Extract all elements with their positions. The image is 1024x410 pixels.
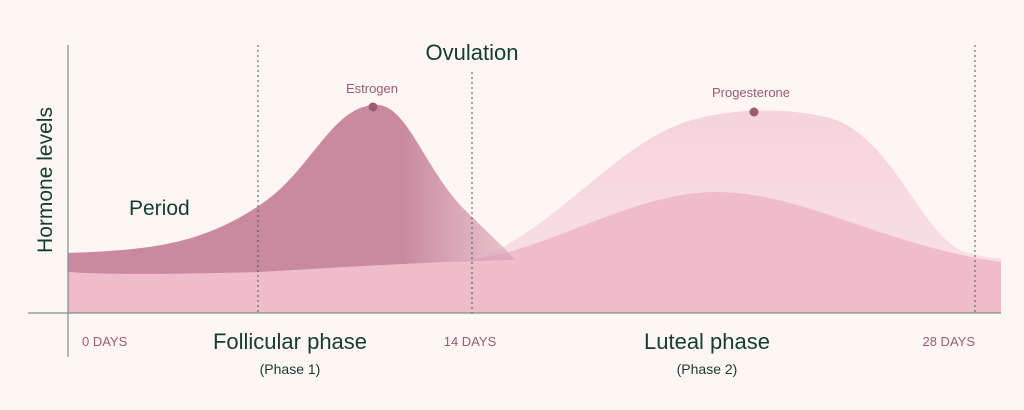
estrogen-curve	[68, 104, 515, 274]
ovulation-label: Ovulation	[426, 40, 519, 65]
luteal-phase-label: Luteal phase	[644, 329, 770, 354]
baseline-area	[68, 191, 1001, 313]
luteal-phase-sub: (Phase 2)	[677, 361, 738, 377]
period-label: Period	[129, 197, 190, 220]
progesterone-peak-marker	[749, 107, 759, 117]
day-0-label: 0 DAYS	[82, 334, 128, 349]
day-14-label: 14 DAYS	[444, 334, 497, 349]
y-axis-label: Hormone levels	[34, 107, 57, 253]
follicular-phase-label: Follicular phase	[213, 329, 367, 354]
estrogen-label: Estrogen	[346, 81, 398, 96]
progesterone-label: Progesterone	[712, 85, 790, 100]
follicular-phase-sub: (Phase 1)	[260, 361, 321, 377]
estrogen-peak-marker	[368, 102, 378, 112]
day-28-label: 28 DAYS	[922, 334, 975, 349]
